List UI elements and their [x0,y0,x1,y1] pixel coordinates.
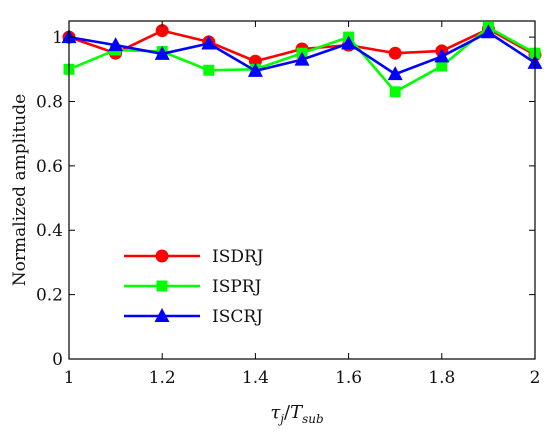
data-point-iscrj [201,35,217,50]
data-point-iscrj [247,62,263,77]
legend: ISDRJ ISPRJ ISCRJ [124,247,264,327]
data-point-iscrj [480,24,496,39]
y-tick-label: 1 [52,28,63,48]
x-label-symbol-sub: j [277,412,284,426]
data-point-iscrj [154,45,170,60]
data-point-iscrj [341,35,357,50]
x-tick-label: 2 [530,368,541,388]
y-tick-label: 0.2 [36,286,63,306]
data-point-isprj [436,60,448,72]
data-point-iscrj [434,48,450,63]
x-tick-label: 1.8 [428,368,455,388]
legend-label: ISPRJ [212,277,262,297]
plot-marks [61,21,543,98]
y-tick-label: 0.8 [36,92,63,112]
x-tick-label: 1 [64,368,75,388]
legend-label: ISCRJ [212,307,263,327]
legend-marker [155,249,169,263]
legend-marker [154,308,170,322]
y-tick-label: 0.6 [36,157,63,177]
x-tick-label: 1.6 [335,368,362,388]
data-point-iscrj [294,51,310,66]
legend-item-isdrj: ISDRJ [124,247,264,267]
x-label-period: T [290,402,304,423]
axes: 1 1.2 1.4 1.6 1.8 2 0 0.2 0.4 0.6 0.8 1 [36,21,540,388]
data-point-isprj [389,86,401,98]
data-point-iscrj [108,37,124,52]
legend-item-iscrj: ISCRJ [124,307,263,327]
series-iscrj [61,24,543,81]
x-tick-label: 1.4 [242,368,269,388]
x-tick-label: 1.2 [149,368,176,388]
x-label-symbol: τ [270,402,281,423]
x-label-divider: / [284,402,291,423]
y-axis-label: Normalized amplitude [10,94,30,286]
plot-frame [68,20,536,360]
y-tick-label: 0.4 [36,221,63,241]
data-point-isdrj [388,46,402,60]
legend-item-isprj: ISPRJ [124,277,262,297]
legend-label: ISDRJ [212,247,264,267]
data-point-isprj [203,64,215,76]
x-label-period-sub: sub [302,412,324,426]
legend-marker [156,280,168,292]
x-axis-label: τj/Tsub [270,402,323,426]
y-tick-label: 0 [52,350,63,370]
data-point-isdrj [155,24,169,38]
data-point-iscrj [387,66,403,81]
